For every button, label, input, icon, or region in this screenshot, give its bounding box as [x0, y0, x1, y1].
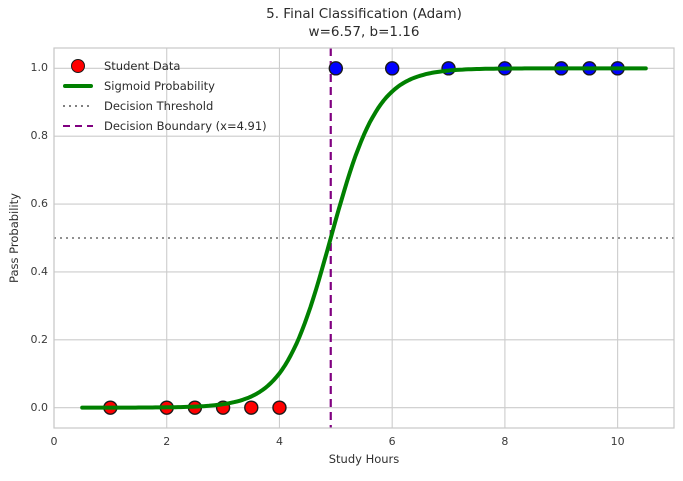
legend-label: Decision Threshold	[104, 99, 214, 113]
x-tick-label: 8	[501, 435, 509, 448]
x-tick-label: 4	[275, 435, 283, 448]
y-tick-label: 0.6	[30, 197, 49, 211]
legend-label: Sigmoid Probability	[104, 79, 215, 93]
legend-marker-circle-icon	[71, 59, 85, 73]
chart-subtitle: w=6.57, b=1.16	[308, 24, 420, 40]
legend-label: Decision Boundary (x=4.91)	[104, 119, 267, 133]
legend-item-decision-threshold: Decision Threshold	[62, 96, 267, 116]
y-tick-label: 0.0	[30, 400, 49, 414]
legend-item-student-data: Student Data	[62, 56, 267, 76]
legend-label: Student Data	[104, 59, 181, 73]
x-tick-label: 6	[388, 435, 396, 448]
y-tick-label: 1.0	[30, 61, 49, 75]
data-point	[384, 61, 400, 76]
y-tick-label: 0.4	[30, 264, 49, 278]
data-point	[244, 400, 259, 415]
legend-item-sigmoid-probability: Sigmoid Probability	[62, 76, 267, 96]
legend-item-decision-boundary: Decision Boundary (x=4.91)	[62, 116, 267, 136]
legend-marker-dashed-line-icon	[63, 124, 93, 128]
y-tick-label: 0.2	[30, 332, 49, 346]
x-tick-label: 0	[50, 435, 58, 448]
y-tick-label: 0.8	[30, 129, 49, 143]
data-point	[272, 400, 287, 415]
sigmoid-curve	[80, 66, 648, 410]
chart-title: 5. Final Classification (Adam)	[266, 6, 462, 22]
x-tick-label: 10	[610, 435, 625, 448]
chart-title-block: 5. Final Classification (Adam) w=6.57, b…	[54, 5, 674, 41]
legend-marker-line-icon	[63, 84, 93, 88]
x-axis-label: Study Hours	[328, 452, 400, 466]
chart-legend: Student Data Sigmoid Probability Decisio…	[62, 56, 267, 136]
x-tick-label: 2	[163, 435, 171, 448]
legend-marker-dotted-line-icon	[63, 105, 93, 107]
data-point	[328, 61, 344, 76]
plot-border	[53, 47, 675, 429]
